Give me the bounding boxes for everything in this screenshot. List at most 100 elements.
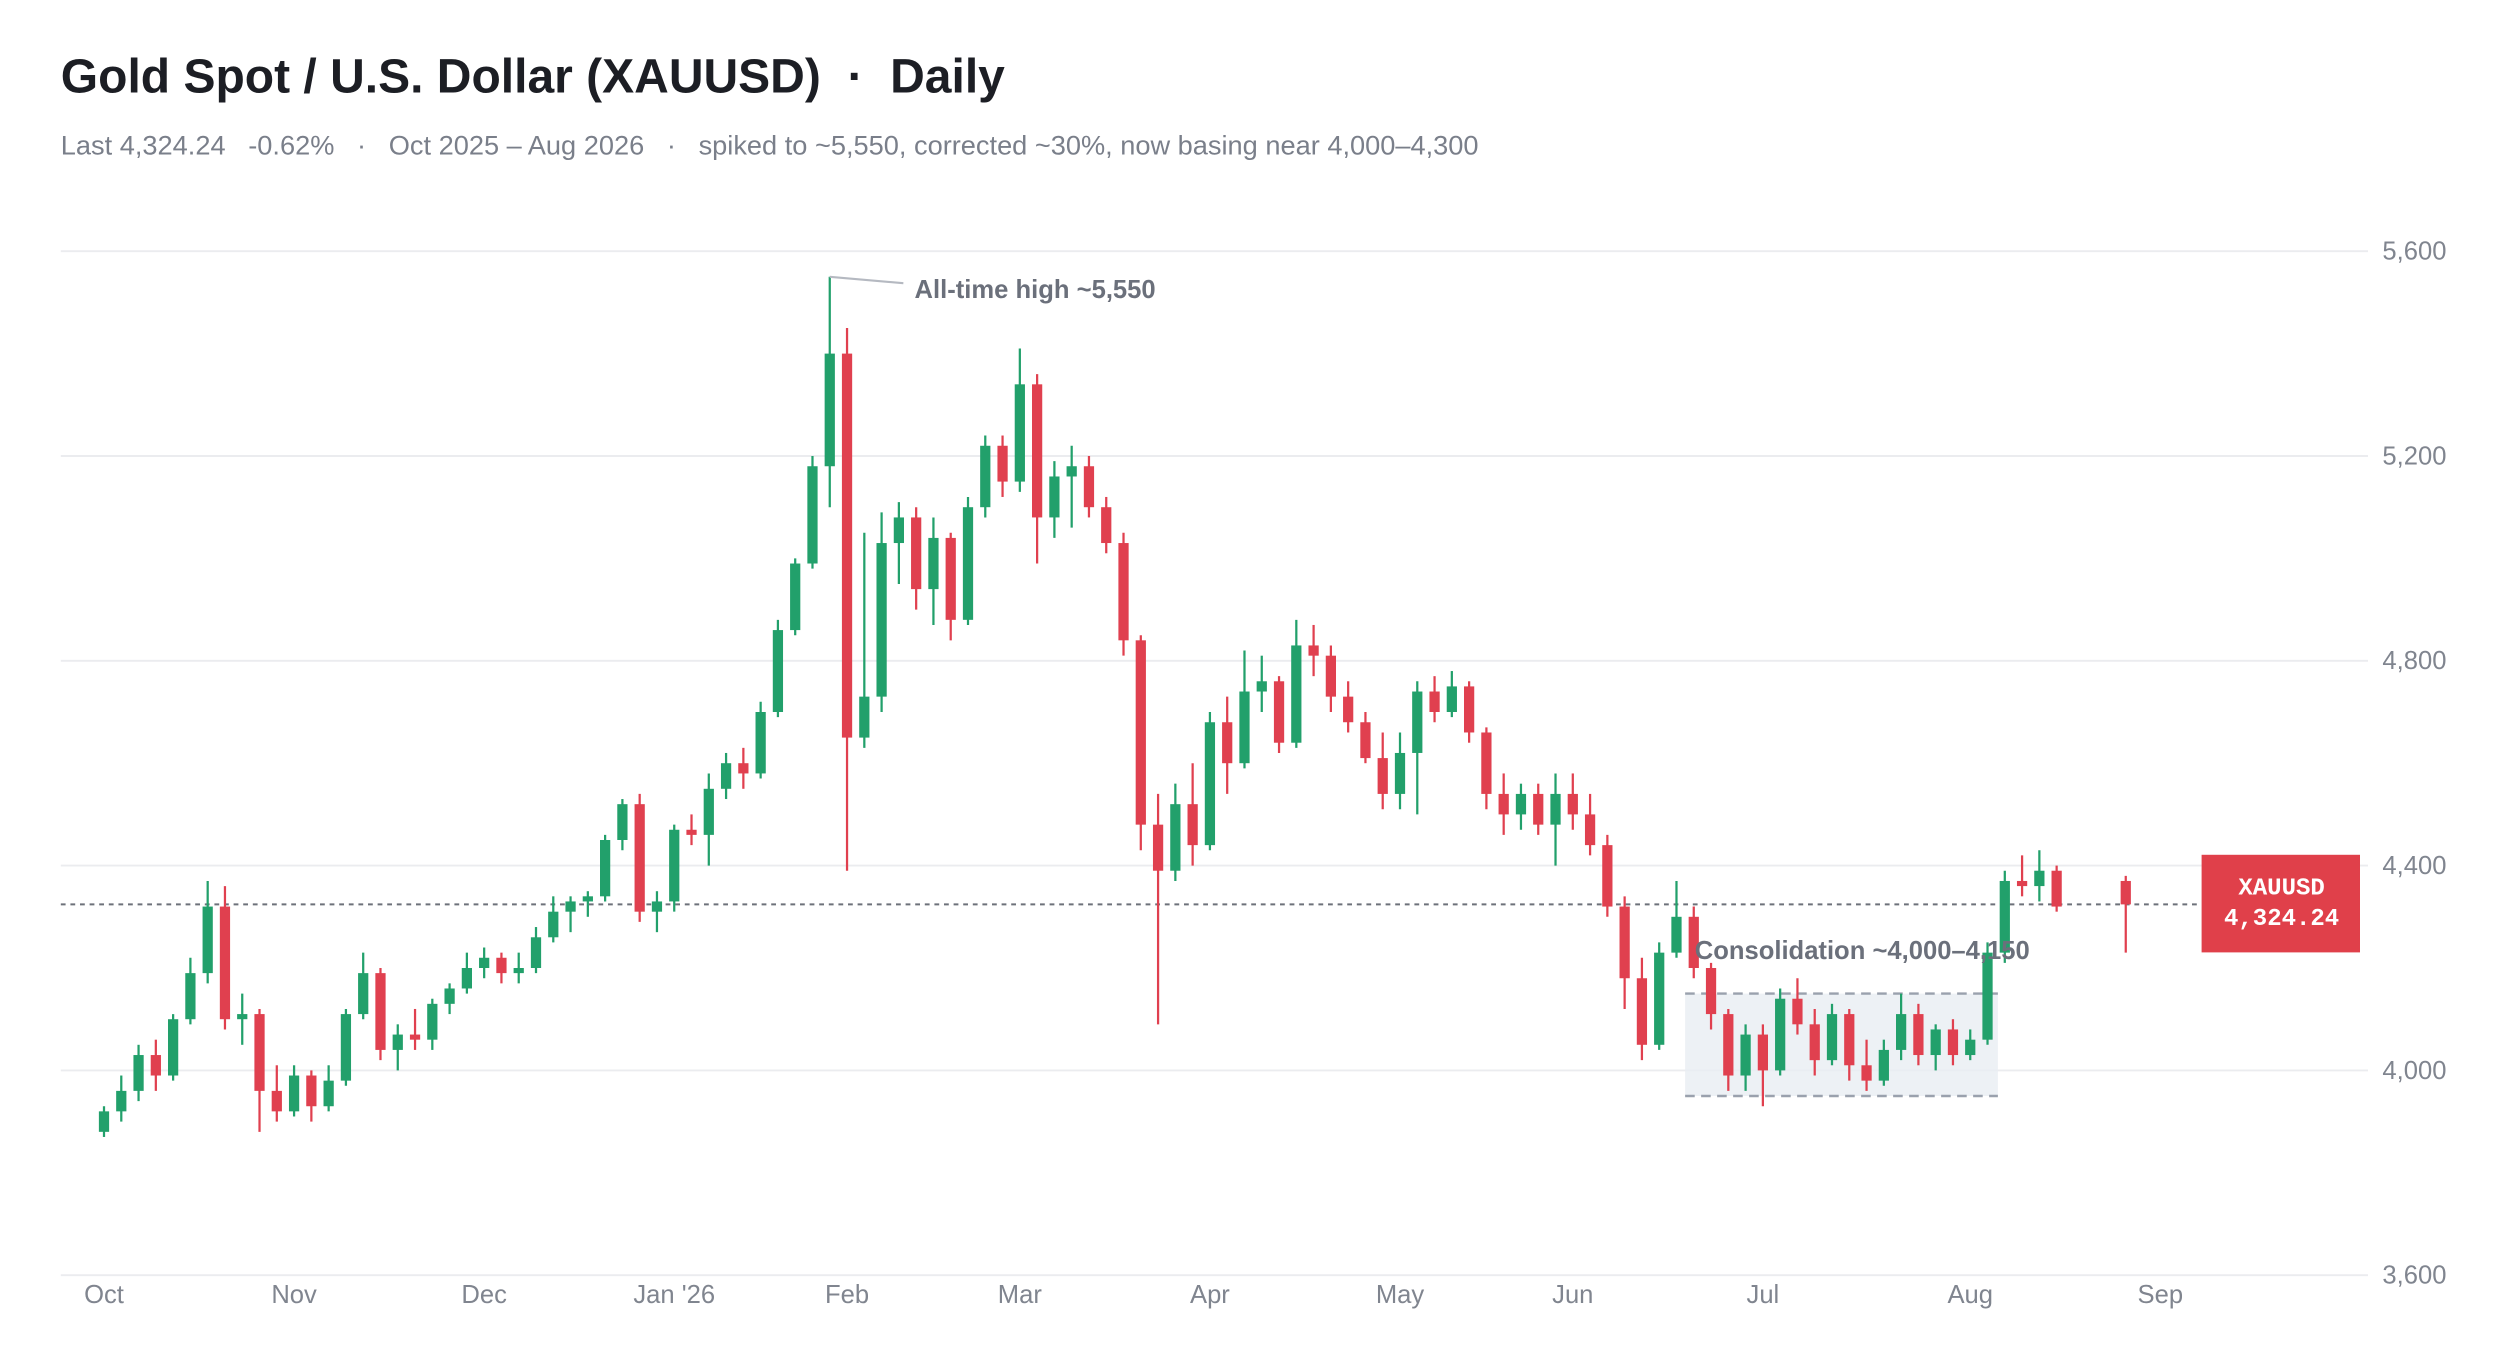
candle-body (720, 763, 732, 789)
candle-body (548, 911, 559, 938)
candle-body (1343, 696, 1354, 723)
candle-body (116, 1090, 127, 1112)
candle-body (1671, 916, 1682, 953)
candle-body (565, 901, 576, 912)
candle-body (1533, 793, 1544, 825)
y-tick-label: 5,600 (2382, 238, 2446, 266)
candle-body (1308, 645, 1319, 656)
candle-body (1636, 978, 1648, 1045)
candle-body (479, 957, 490, 968)
candle-body (962, 507, 974, 620)
candle-body (340, 1014, 352, 1081)
candle-body (686, 829, 697, 835)
candle-body (911, 517, 922, 590)
candle-body (1360, 722, 1371, 759)
candle-body (254, 1014, 265, 1091)
candle-body (530, 937, 542, 968)
x-tick-label: Dec (461, 1281, 507, 1309)
candle-body (1204, 722, 1216, 846)
candle-body (1602, 845, 1613, 907)
candle-body (306, 1075, 317, 1107)
candle-body (1464, 686, 1475, 733)
candle-body (1515, 793, 1527, 815)
x-tick-label: Apr (1190, 1281, 1230, 1309)
candle-body (1999, 880, 2010, 953)
candle-body (1429, 691, 1440, 712)
price-tag (2201, 854, 2360, 953)
candle-body (461, 968, 472, 989)
candle-body (1394, 752, 1406, 794)
candle-body (1239, 691, 1250, 764)
candle-body (1187, 804, 1198, 846)
candle-body (1757, 1034, 1768, 1071)
candle-body (945, 537, 956, 620)
candle-body (1930, 1029, 1941, 1056)
candle-body (1965, 1039, 1976, 1056)
candle-body (1723, 1014, 1734, 1076)
candle-body (1567, 793, 1578, 815)
candle-body (1740, 1034, 1751, 1076)
candle-body (1446, 686, 1457, 712)
candle-body (185, 973, 196, 1020)
candle-body (2016, 880, 2028, 887)
candle-body (1947, 1029, 1959, 1056)
consolidation-label: Consolidation ~4,000–4,150 (1695, 937, 2030, 965)
candle-body (1256, 681, 1267, 692)
x-tick-label: Jul (1747, 1281, 1780, 1309)
candle-body (168, 1019, 179, 1076)
candle-body (496, 957, 507, 974)
candle-body (237, 1014, 248, 1020)
candle-body (755, 712, 766, 774)
candle-body (980, 445, 991, 508)
candle-body (997, 445, 1008, 482)
candle-body (288, 1075, 300, 1112)
candle-body (219, 906, 231, 1020)
candle-body (1550, 793, 1561, 825)
candle-body (323, 1080, 334, 1107)
candle-body (1809, 1024, 1820, 1061)
consolidation-box (1685, 993, 1998, 1096)
candle-body (1688, 916, 1699, 968)
candle-body (824, 353, 835, 467)
x-tick-label: May (1376, 1281, 1425, 1309)
candle-body (1896, 1014, 1907, 1050)
candle-body (1222, 722, 1233, 764)
y-tick-label: 4,800 (2382, 647, 2446, 675)
candle-body (651, 901, 663, 912)
candle-body (1118, 543, 1129, 641)
candle-body (444, 988, 455, 1004)
candle-body (790, 563, 801, 631)
candle-body (1481, 732, 1492, 794)
candle-body (1913, 1014, 1924, 1056)
candle-body (2034, 870, 2045, 887)
chart-title: Gold Spot / U.S. Dollar (XAUUSD) · Daily (61, 51, 1005, 104)
candle-body (1049, 476, 1060, 518)
candle-body (202, 906, 213, 974)
candle-body (1066, 466, 1077, 477)
price-tag-symbol: XAUUSD (2238, 876, 2324, 903)
candle-body (1014, 384, 1025, 482)
x-tick-label: Jun (1552, 1281, 1593, 1309)
candle-body (1170, 804, 1181, 871)
candle-body (1498, 793, 1509, 815)
x-tick-label: Feb (825, 1281, 869, 1309)
candle-body (738, 763, 749, 774)
candle-body (634, 804, 645, 912)
candle-body (1775, 998, 1786, 1071)
x-tick-label: Aug (1947, 1281, 1993, 1309)
candle-body (133, 1055, 144, 1091)
candle-body (876, 543, 887, 697)
candle-body (2051, 870, 2062, 907)
candle-body (1878, 1049, 1889, 1081)
y-tick-label: 5,200 (2382, 442, 2446, 470)
candle-body (1273, 681, 1285, 743)
y-tick-label: 4,000 (2382, 1057, 2446, 1085)
candle-body (1101, 507, 1112, 544)
candle-body (150, 1055, 161, 1076)
candle-body (1861, 1065, 1872, 1081)
candle-body (1619, 906, 1630, 979)
candle-body (1135, 640, 1146, 825)
candle-body (1291, 645, 1302, 743)
